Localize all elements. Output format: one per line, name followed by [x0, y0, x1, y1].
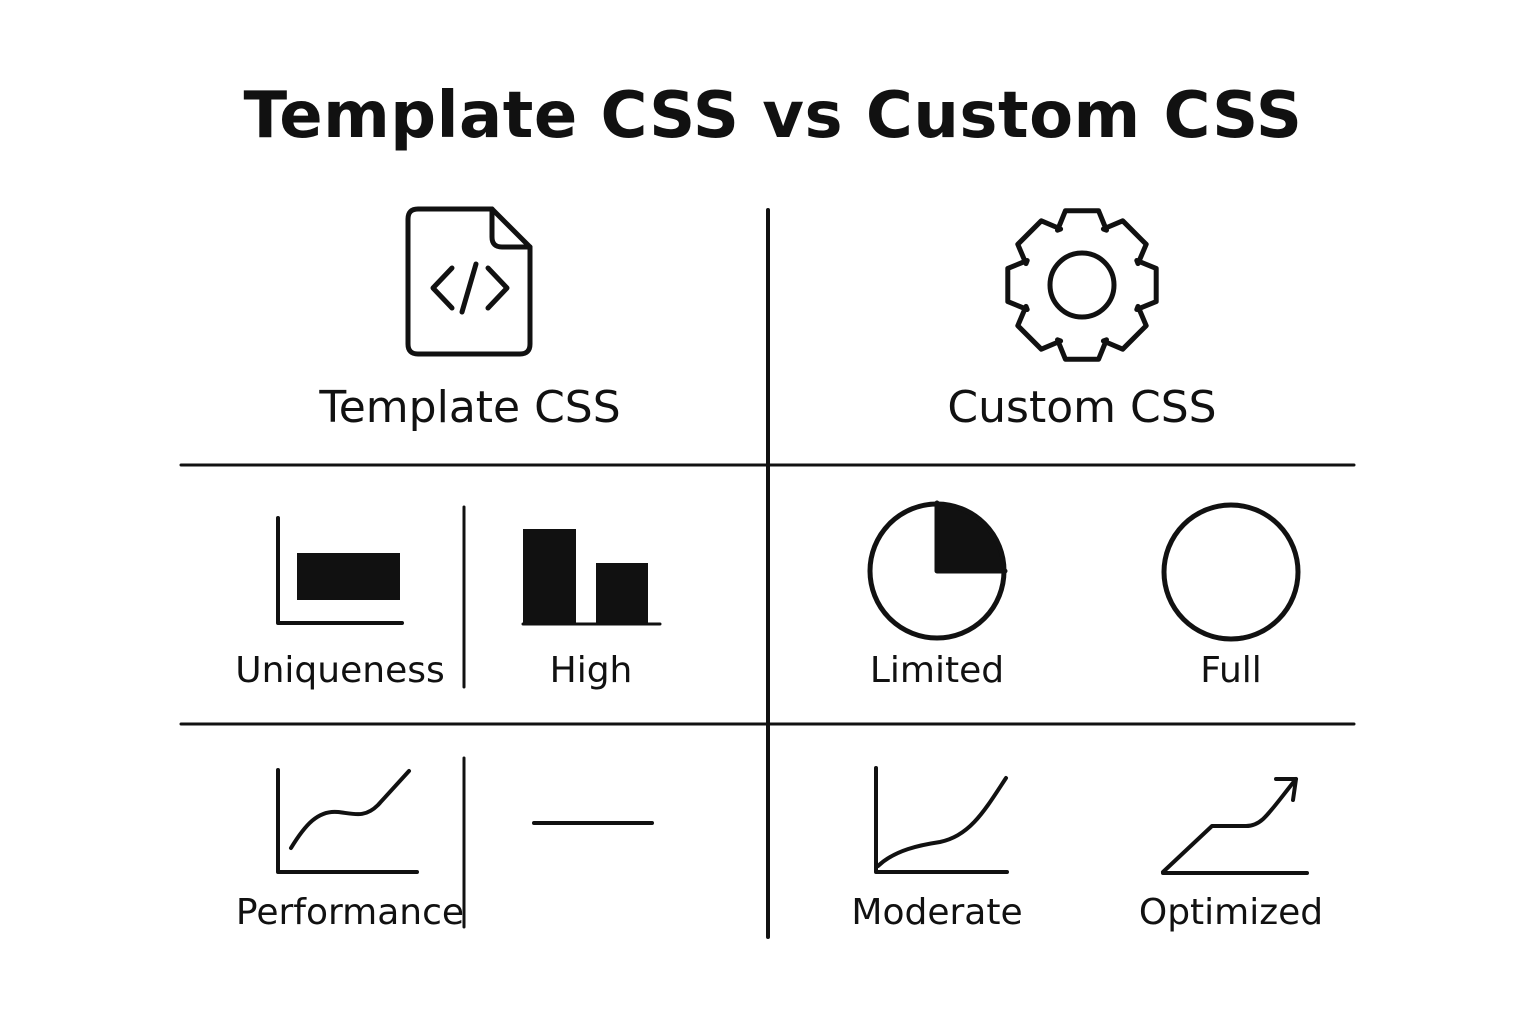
- line-chart-icon: [276, 768, 419, 874]
- criterion-uniqueness: Uniqueness: [235, 650, 445, 691]
- page-title: Template CSS vs Custom CSS: [243, 79, 1303, 153]
- gear-icon: [1005, 208, 1159, 362]
- quarter-pie-icon: [867, 500, 1008, 641]
- horizontal-bar-chart-icon: [276, 516, 404, 625]
- empty-circle-icon: [1161, 502, 1301, 642]
- custom-value-limited: Limited: [869, 650, 1005, 691]
- custom-value-moderate: Moderate: [851, 892, 1023, 933]
- code-file-icon: [405, 206, 533, 357]
- bar-chart-icon: [521, 529, 662, 626]
- template-css-heading: Template CSS: [319, 382, 621, 433]
- trending-up-arrow-icon: [1161, 777, 1309, 875]
- rising-curve-chart-icon: [874, 766, 1009, 874]
- custom-value-full: Full: [1200, 650, 1262, 691]
- criterion-performance: Performance: [235, 892, 465, 933]
- template-uniqueness-value: High: [549, 650, 633, 691]
- custom-css-heading: Custom CSS: [947, 382, 1217, 433]
- custom-value-optimized: Optimized: [1138, 892, 1324, 933]
